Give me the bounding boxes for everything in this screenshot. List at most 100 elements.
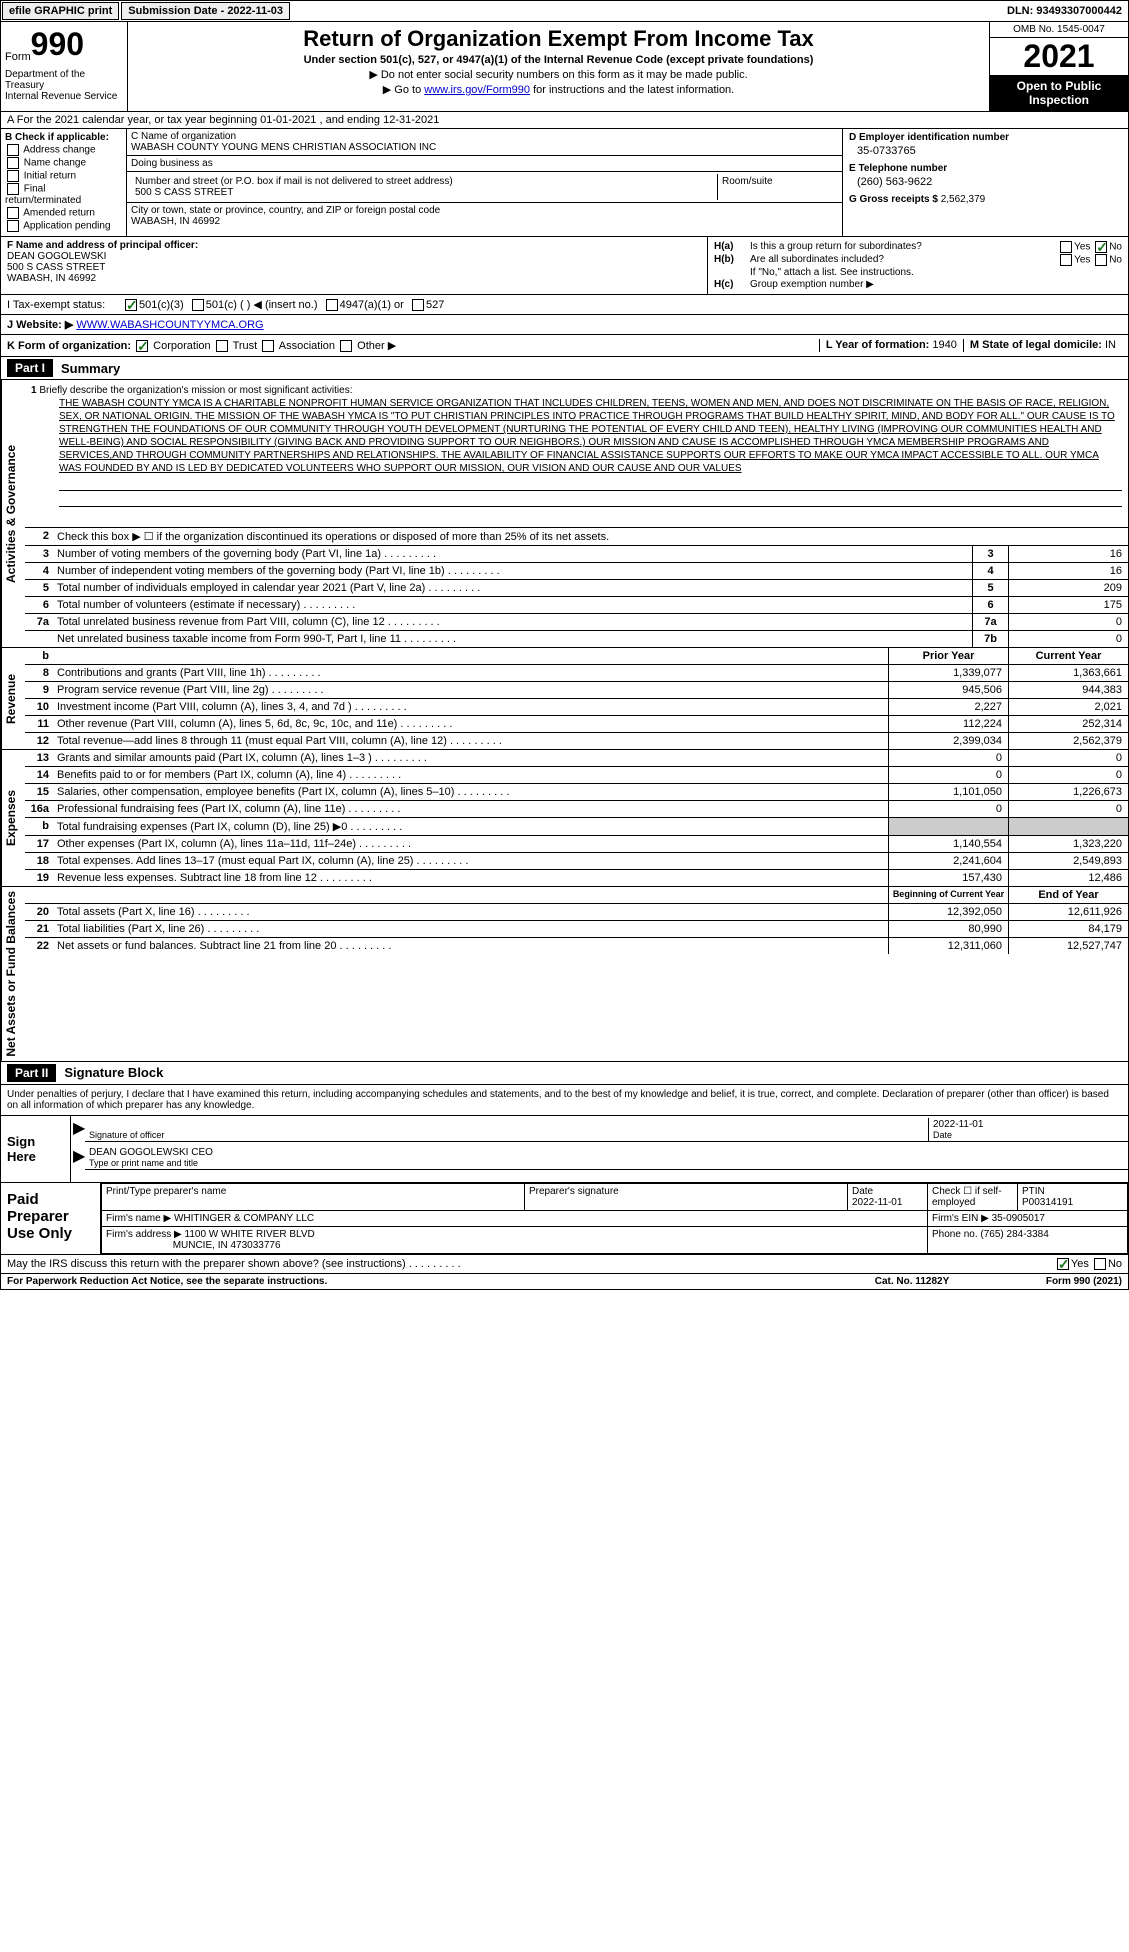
line-text: Number of voting members of the governin… — [53, 546, 972, 562]
h-block: H(a) Is this a group return for subordin… — [708, 237, 1128, 294]
cb-name-change[interactable]: Name change — [5, 157, 122, 169]
line-text: Total revenue—add lines 8 through 11 (mu… — [53, 733, 888, 749]
line-val: 209 — [1008, 580, 1128, 596]
sign-here-right: ▶ Signature of officer 2022-11-01 Date ▶… — [71, 1116, 1128, 1182]
gov-row: 3Number of voting members of the governi… — [25, 546, 1128, 563]
discuss-text: May the IRS discuss this return with the… — [7, 1258, 1055, 1270]
cb-trust[interactable] — [216, 340, 228, 352]
efile-print-button[interactable]: efile GRAPHIC print — [2, 2, 119, 20]
line-text: Total fundraising expenses (Part IX, col… — [53, 818, 888, 835]
current-val: 1,323,220 — [1008, 836, 1128, 852]
year-header-row: b Prior Year Current Year — [25, 648, 1128, 665]
room-cell: Room/suite — [718, 174, 838, 200]
goto-prefix: ▶ Go to — [383, 84, 424, 96]
cb-application-pending[interactable]: Application pending — [5, 220, 122, 232]
current-val: 944,383 — [1008, 682, 1128, 698]
open-to-public: Open to Public Inspection — [990, 75, 1128, 111]
row-i-tax-status: I Tax-exempt status: 501(c)(3) 501(c) ( … — [0, 295, 1129, 315]
cb-initial-return[interactable]: Initial return — [5, 170, 122, 182]
cb-4947[interactable] — [326, 299, 338, 311]
line-text: Investment income (Part VIII, column (A)… — [53, 699, 888, 715]
cb-final-return[interactable]: Final return/terminated — [5, 183, 122, 206]
data-row: 16aProfessional fundraising fees (Part I… — [25, 801, 1128, 818]
row-bcd: B Check if applicable: Address change Na… — [0, 129, 1129, 237]
form-year-footer: Form 990 (2021) — [982, 1276, 1122, 1287]
line-text: Other revenue (Part VIII, column (A), li… — [53, 716, 888, 732]
line-text: Contributions and grants (Part VIII, lin… — [53, 665, 888, 681]
ha-yesno: Yes No — [1012, 241, 1122, 253]
data-row: 14Benefits paid to or for members (Part … — [25, 767, 1128, 784]
cb-discuss-no[interactable] — [1094, 1258, 1106, 1270]
mission-block: 1 Briefly describe the organization's mi… — [25, 380, 1128, 528]
sig-date-label: Date — [933, 1130, 952, 1140]
net-header-row: Beginning of Current Year End of Year — [25, 887, 1128, 904]
line-box: 7b — [972, 631, 1008, 647]
form-header: Form 990 Department of the Treasury Inte… — [0, 22, 1129, 112]
phone-value: (260) 563-9622 — [857, 176, 1122, 188]
prior-val: 157,430 — [888, 870, 1008, 886]
org-name-label: C Name of organization — [131, 131, 838, 142]
sign-here-row: Sign Here ▶ Signature of officer 2022-11… — [1, 1115, 1128, 1182]
room-label: Room/suite — [722, 176, 834, 187]
cb-501c3[interactable] — [125, 299, 137, 311]
prep-check-cell: Check ☐ if self-employed — [928, 1183, 1018, 1210]
cb-association[interactable] — [262, 340, 274, 352]
line-num: 5 — [25, 580, 53, 596]
line-num: 19 — [25, 870, 53, 886]
form-org-label: K Form of organization: — [7, 340, 131, 352]
line-num: 12 — [25, 733, 53, 749]
current-val: 0 — [1008, 750, 1128, 766]
cb-other[interactable] — [340, 340, 352, 352]
line-text: Program service revenue (Part VIII, line… — [53, 682, 888, 698]
cb-501c[interactable] — [192, 299, 204, 311]
line-val: 16 — [1008, 546, 1128, 562]
part1-badge: Part I — [7, 359, 53, 377]
netassets-body: Beginning of Current Year End of Year 20… — [25, 887, 1128, 1061]
line-text: Grants and similar amounts paid (Part IX… — [53, 750, 888, 766]
cb-amended-return[interactable]: Amended return — [5, 207, 122, 219]
hc-text: Group exemption number ▶ — [750, 279, 1122, 290]
opt-527: 527 — [426, 299, 444, 311]
data-row: 21Total liabilities (Part X, line 26)80,… — [25, 921, 1128, 938]
cb-discuss-yes[interactable] — [1057, 1258, 1069, 1270]
firm-ein-cell: Firm's EIN ▶ 35-0905017 — [928, 1210, 1128, 1226]
cb-corporation[interactable] — [136, 340, 148, 352]
street-value: 500 S CASS STREET — [135, 187, 713, 198]
col-c-org-info: C Name of organization WABASH COUNTY YOU… — [127, 129, 842, 236]
sig-officer-field[interactable]: Signature of officer — [85, 1118, 928, 1142]
dln-label: DLN: 93493307000442 — [1001, 3, 1128, 19]
catalog-number: Cat. No. 11282Y — [842, 1276, 982, 1287]
line-num: 17 — [25, 836, 53, 852]
website-link[interactable]: WWW.WABASHCOUNTYYMCA.ORG — [76, 319, 263, 331]
officer-name: DEAN GOGOLEWSKI — [7, 251, 701, 262]
data-row: 19Revenue less expenses. Subtract line 1… — [25, 870, 1128, 886]
hc-label: H(c) — [714, 279, 750, 290]
sign-here-label: Sign Here — [1, 1116, 71, 1182]
cb-address-change[interactable]: Address change — [5, 144, 122, 156]
prior-val: 112,224 — [888, 716, 1008, 732]
org-name: WABASH COUNTY YOUNG MENS CHRISTIAN ASSOC… — [131, 142, 838, 153]
prep-sig-cell: Preparer's signature — [525, 1183, 848, 1210]
preparer-row: Paid Preparer Use Only Print/Type prepar… — [1, 1182, 1128, 1254]
row-a: A For the 2021 calendar year, or tax yea… — [0, 112, 1129, 129]
gov-row: 7aTotal unrelated business revenue from … — [25, 614, 1128, 631]
line-text: Other expenses (Part IX, column (A), lin… — [53, 836, 888, 852]
opt-corp: Corporation — [153, 340, 210, 352]
year-formation-value: 1940 — [932, 339, 956, 351]
state-domicile-label: M State of legal domicile: — [970, 339, 1102, 351]
line-num: 21 — [25, 921, 53, 937]
officer-block: F Name and address of principal officer:… — [1, 237, 708, 294]
ein-value: 35-0733765 — [857, 145, 1122, 157]
line-num: 4 — [25, 563, 53, 579]
irs-link[interactable]: www.irs.gov/Form990 — [424, 84, 530, 96]
line-num: b — [25, 818, 53, 835]
side-governance: Activities & Governance — [1, 380, 25, 647]
cb-527[interactable] — [412, 299, 424, 311]
line-num: 13 — [25, 750, 53, 766]
ssn-warning: ▶ Do not enter social security numbers o… — [138, 68, 979, 81]
sig-name-title-field: DEAN GOGOLEWSKI CEO Type or print name a… — [85, 1146, 1128, 1170]
goto-suffix: for instructions and the latest informat… — [530, 84, 734, 96]
current-year-header: Current Year — [1008, 648, 1128, 664]
current-val: 252,314 — [1008, 716, 1128, 732]
data-row: 10Investment income (Part VIII, column (… — [25, 699, 1128, 716]
